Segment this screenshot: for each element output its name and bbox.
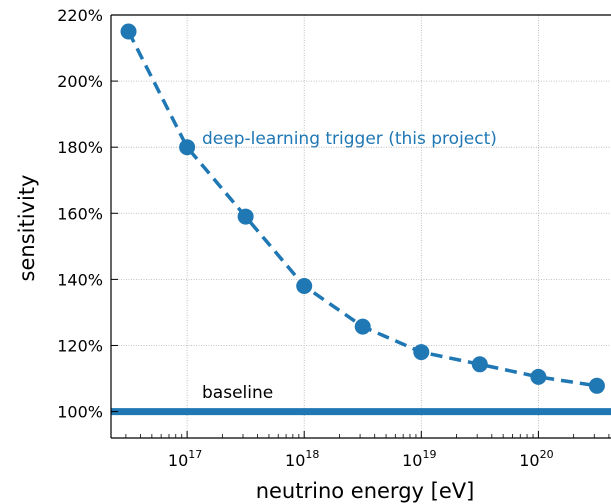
data-point xyxy=(354,318,371,335)
y-tick-label: 220% xyxy=(57,6,103,25)
y-tick-label: 200% xyxy=(57,72,103,91)
y-tick-label: 180% xyxy=(57,138,103,157)
annotation-dl-trigger: deep-learning trigger (this project) xyxy=(202,129,497,149)
data-point xyxy=(237,208,254,225)
data-point xyxy=(296,277,313,294)
x-tick-label: 1018 xyxy=(285,448,319,470)
data-point xyxy=(588,377,605,394)
y-tick-label: 140% xyxy=(57,270,103,289)
x-tick-label: 1019 xyxy=(402,448,436,470)
axes xyxy=(110,14,611,439)
tick-marks xyxy=(111,14,610,438)
data-point xyxy=(179,139,196,156)
x-tick-label: 1017 xyxy=(168,448,202,470)
data-point xyxy=(530,368,547,385)
x-axis-label: neutrino energy [eV] xyxy=(256,479,475,503)
y-axis-label: sensitivity xyxy=(15,175,39,282)
annotation-baseline: baseline xyxy=(202,383,273,403)
data-point xyxy=(471,356,488,373)
y-tick-label: 160% xyxy=(57,204,103,223)
y-tick-label: 120% xyxy=(57,336,103,355)
x-tick-label: 1020 xyxy=(519,448,553,470)
dl-trigger-series xyxy=(120,23,605,394)
y-tick-label: 100% xyxy=(57,403,103,422)
data-point xyxy=(413,344,430,361)
data-point xyxy=(120,23,137,40)
